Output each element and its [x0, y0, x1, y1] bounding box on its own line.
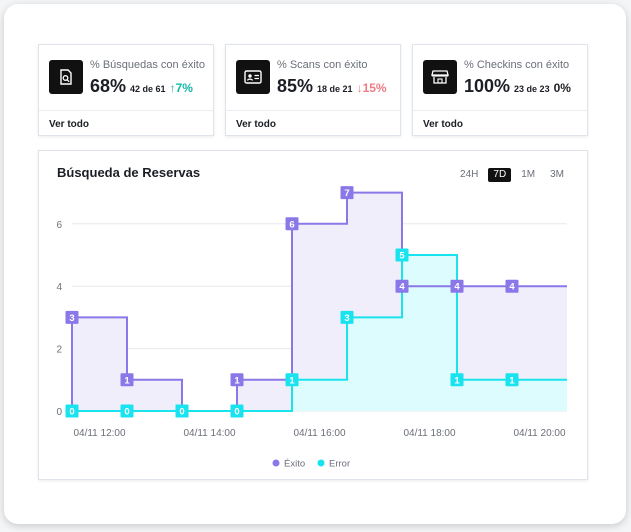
range-24h[interactable]: 24H: [460, 169, 479, 180]
kpi-count: 42 de 61: [130, 84, 166, 94]
error-point: [450, 373, 464, 387]
exito-point: [65, 310, 79, 324]
exito-data-label: 4: [454, 282, 460, 293]
exito-point: [450, 279, 464, 293]
y-tick-label: 0: [56, 407, 62, 418]
kpi-delta: ↑7%: [169, 81, 193, 95]
kpi-count: 18 de 21: [317, 84, 353, 94]
error-data-label: 0: [234, 407, 239, 418]
error-series-line: [72, 254, 567, 412]
error-point: [395, 248, 409, 262]
error-data-label: 3: [344, 313, 349, 324]
exito-data-label: 6: [289, 219, 294, 230]
error-data-label: 1: [509, 375, 515, 386]
kpi-label: % Scans con éxito: [277, 59, 368, 71]
see-all-link[interactable]: Ver todo: [236, 119, 277, 130]
time-range-selector: 24H 7D 1M 3M: [450, 168, 569, 182]
kpi-count: 23 de 23: [514, 84, 550, 94]
y-tick-label: 4: [56, 282, 62, 293]
exito-point: [395, 279, 409, 293]
kpi-label: % Búsquedas con éxito: [90, 59, 205, 71]
exito-point: [340, 186, 354, 200]
error-data-label: 5: [399, 251, 405, 262]
exito-data-label: 3: [69, 313, 74, 324]
y-tick-label: 6: [56, 220, 62, 231]
kpi-percentage: 85%: [277, 76, 314, 96]
exito-data-label: 1: [124, 375, 130, 386]
error-data-label: 0: [124, 407, 129, 418]
exito-point: [230, 373, 244, 387]
legend-exito-swatch: [272, 459, 280, 467]
exito-point: [120, 373, 134, 387]
legend-exito-label: Éxito: [284, 459, 305, 470]
kpi-delta: 0%: [553, 81, 571, 95]
kpi-percentage: 100%: [464, 76, 511, 96]
see-all-link[interactable]: Ver todo: [49, 119, 90, 130]
error-point: [285, 373, 299, 387]
error-data-label: 1: [289, 375, 295, 386]
x-tick-label: 04/11 14:00: [183, 428, 236, 439]
card-divider: [39, 110, 213, 111]
exito-data-label: 4: [509, 282, 515, 293]
id-card-icon: [236, 60, 270, 94]
error-point: [505, 373, 519, 387]
see-all-link[interactable]: Ver todo: [423, 119, 464, 130]
error-data-label: 0: [179, 407, 184, 418]
kpi-card-scans: % Scans con éxito 85% 18 de 21 ↓15% Ver …: [225, 44, 401, 136]
exito-point: [505, 279, 519, 293]
x-tick-label: 04/11 12:00: [73, 428, 126, 439]
error-point: [175, 404, 189, 418]
legend-error-swatch: [317, 459, 325, 467]
x-tick-label: 04/11 16:00: [293, 428, 346, 439]
x-tick-label: 04/11 18:00: [403, 428, 456, 439]
card-divider: [226, 110, 400, 111]
range-3m[interactable]: 3M: [550, 169, 564, 180]
error-data-label: 1: [454, 375, 460, 386]
kpi-delta: ↓15%: [356, 81, 387, 95]
error-point: [340, 310, 354, 324]
kpi-percentage: 68%: [90, 76, 127, 96]
card-divider: [413, 110, 587, 111]
error-data-label: 0: [69, 407, 74, 418]
range-7d[interactable]: 7D: [488, 168, 512, 182]
exito-data-label: 1: [234, 375, 240, 386]
search-document-icon: [49, 60, 83, 94]
error-point: [230, 404, 244, 418]
storefront-icon: [423, 60, 457, 94]
kpi-card-searches: % Búsquedas con éxito 68% 42 de 61 ↑7% V…: [38, 44, 214, 136]
y-tick-label: 2: [56, 345, 62, 356]
legend-error-label: Error: [329, 459, 350, 470]
kpi-label: % Checkins con éxito: [464, 59, 570, 71]
exito-area: [72, 192, 567, 411]
x-tick-label: 04/11 20:00: [513, 428, 566, 439]
error-point: [120, 404, 134, 418]
error-point: [65, 404, 79, 418]
chart-title: Búsqueda de Reservas: [57, 165, 201, 180]
range-1m[interactable]: 1M: [521, 169, 536, 180]
kpi-card-checkins: % Checkins con éxito 100% 23 de 23 0% Ve…: [412, 44, 588, 136]
exito-data-label: 4: [399, 282, 405, 293]
error-area: [72, 255, 567, 411]
exito-point: [285, 217, 299, 231]
exito-data-label: 7: [344, 188, 349, 199]
